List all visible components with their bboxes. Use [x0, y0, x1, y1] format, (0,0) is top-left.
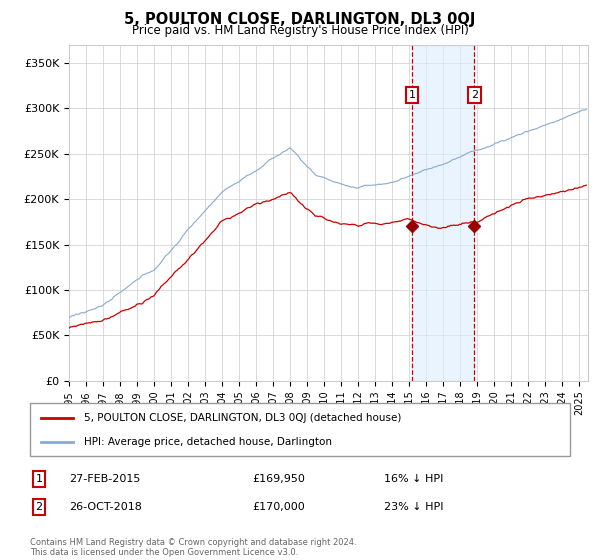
Text: 16% ↓ HPI: 16% ↓ HPI: [384, 474, 443, 484]
Text: HPI: Average price, detached house, Darlington: HPI: Average price, detached house, Darl…: [84, 436, 332, 446]
FancyBboxPatch shape: [30, 403, 570, 456]
Text: 27-FEB-2015: 27-FEB-2015: [69, 474, 140, 484]
Text: 26-OCT-2018: 26-OCT-2018: [69, 502, 142, 512]
Text: Contains HM Land Registry data © Crown copyright and database right 2024.
This d: Contains HM Land Registry data © Crown c…: [30, 538, 356, 557]
Text: 5, POULTON CLOSE, DARLINGTON, DL3 0QJ: 5, POULTON CLOSE, DARLINGTON, DL3 0QJ: [124, 12, 476, 27]
Text: 1: 1: [409, 90, 415, 100]
Bar: [412, 45, 475, 381]
Text: £170,000: £170,000: [252, 502, 305, 512]
Text: Price paid vs. HM Land Registry's House Price Index (HPI): Price paid vs. HM Land Registry's House …: [131, 24, 469, 37]
Text: 5, POULTON CLOSE, DARLINGTON, DL3 0QJ (detached house): 5, POULTON CLOSE, DARLINGTON, DL3 0QJ (d…: [84, 413, 401, 423]
Text: 1: 1: [35, 474, 43, 484]
Text: 2: 2: [35, 502, 43, 512]
Text: £169,950: £169,950: [252, 474, 305, 484]
Text: 2: 2: [471, 90, 478, 100]
Text: 23% ↓ HPI: 23% ↓ HPI: [384, 502, 443, 512]
